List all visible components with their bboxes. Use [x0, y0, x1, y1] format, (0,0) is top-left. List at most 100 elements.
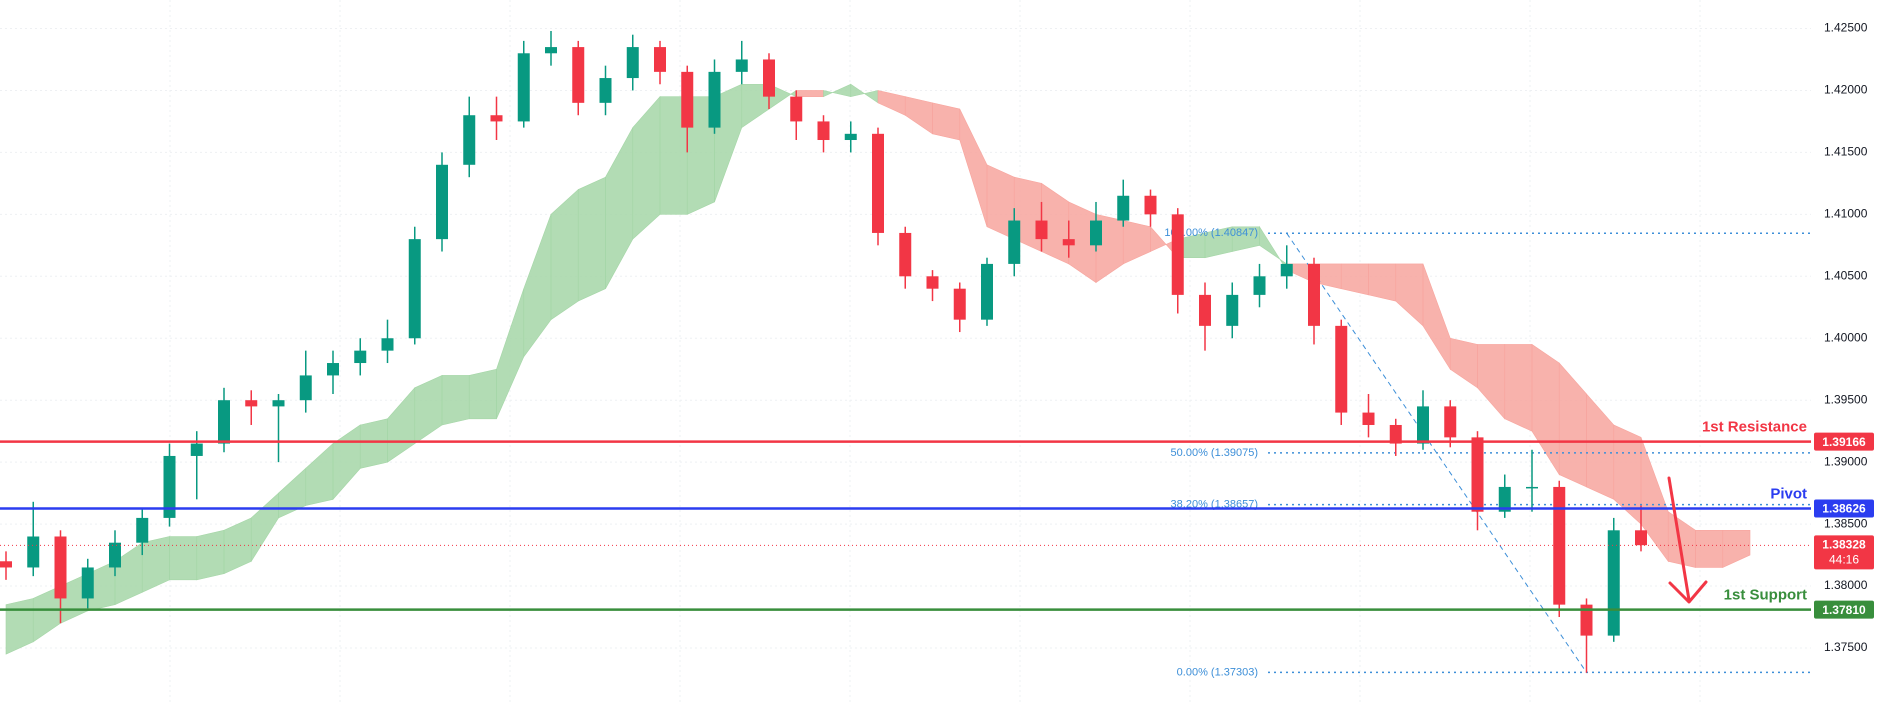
- candle-body: [1008, 220, 1021, 264]
- candle-body: [1580, 604, 1593, 636]
- candle-body: [735, 59, 748, 72]
- cloud-segment: [1695, 529, 1724, 568]
- level-price-tag: [1814, 432, 1874, 451]
- y-tick-label: 1.41500: [1824, 145, 1868, 159]
- candle-body: [381, 338, 394, 351]
- candle-body: [545, 47, 557, 54]
- y-tick-label: 1.37500: [1824, 640, 1868, 654]
- level-price-tag: [1814, 499, 1874, 518]
- candle-body: [708, 71, 721, 128]
- candle-body: [436, 164, 448, 240]
- fib-level-label: 50.00% (1.39075): [1171, 447, 1258, 459]
- cloud-segment: [1368, 263, 1397, 302]
- candle-body: [1389, 424, 1402, 444]
- candle-body: [1308, 263, 1320, 326]
- candle-body: [654, 47, 666, 72]
- y-tick-label: 1.42000: [1824, 83, 1868, 97]
- candle-body: [109, 542, 121, 568]
- y-tick-label: 1.40500: [1824, 268, 1868, 282]
- candle-body: [1062, 239, 1075, 246]
- candle-body: [1553, 486, 1566, 605]
- candle-body: [1417, 406, 1429, 444]
- cloud-segment: [1722, 529, 1751, 568]
- level-price-label: 1.37810: [1822, 603, 1866, 617]
- arrow-head: [1668, 580, 1708, 604]
- candle-body: [626, 47, 639, 79]
- candle-body: [1526, 486, 1538, 489]
- candle-body: [1362, 412, 1375, 425]
- candle-body: [1280, 263, 1293, 277]
- candle-body: [490, 115, 503, 122]
- candle-body: [27, 536, 40, 568]
- ichimoku-cloud: [5, 83, 1751, 655]
- candle-body: [163, 455, 176, 518]
- candle-body: [1335, 325, 1348, 413]
- candle-body: [136, 517, 149, 543]
- cloud-segment: [795, 90, 824, 97]
- candle-body: [899, 232, 912, 277]
- candle-body: [981, 263, 993, 320]
- candle-body: [1171, 214, 1184, 295]
- cloud-segment: [196, 529, 225, 581]
- candle-body: [926, 276, 939, 289]
- candle-body: [245, 400, 258, 407]
- y-tick-label: 1.40000: [1824, 330, 1868, 344]
- y-tick-label: 1.41000: [1824, 207, 1868, 221]
- level-price-label: 1.39166: [1822, 435, 1866, 449]
- candle-body: [763, 59, 775, 97]
- fib-level-label: 100.00% (1.40847): [1164, 227, 1258, 239]
- cloud-segment: [1504, 344, 1533, 432]
- projection-arrow: [1667, 476, 1708, 604]
- candle-body: [599, 78, 612, 103]
- candle-body: [218, 400, 230, 444]
- candle-body: [1253, 276, 1266, 295]
- candle-body: [681, 71, 694, 128]
- current-price-label: 1.38328: [1822, 538, 1866, 552]
- level-price-label: 1.38626: [1822, 502, 1866, 516]
- level-name: 1st Resistance: [1702, 419, 1807, 436]
- candle-body: [272, 400, 285, 407]
- candle-body: [572, 47, 585, 103]
- level-price-tag: [1814, 600, 1874, 619]
- candle-body: [299, 375, 312, 401]
- candle-body: [1635, 530, 1647, 546]
- countdown-label: 44:16: [1829, 553, 1859, 567]
- candle-body: [81, 567, 94, 599]
- candle-body: [327, 363, 339, 376]
- cloud-segment: [468, 368, 497, 420]
- candle-body: [0, 561, 12, 568]
- cloud-segment: [577, 176, 606, 302]
- y-tick-label: 1.42500: [1824, 21, 1868, 35]
- current-price-tag: [1814, 535, 1874, 570]
- cloud-segment: [441, 375, 470, 426]
- cloud-segment: [169, 536, 198, 581]
- candle-body: [1090, 220, 1102, 246]
- candle-body: [953, 288, 966, 320]
- level-name: 1st Support: [1724, 587, 1807, 604]
- y-tick-label: 1.39500: [1824, 392, 1868, 406]
- candle-body: [1199, 294, 1211, 326]
- y-tick-label: 1.39000: [1824, 454, 1868, 468]
- y-tick-label: 1.38500: [1824, 516, 1868, 530]
- candle-body: [54, 536, 67, 599]
- candle-body: [1444, 406, 1457, 438]
- candle-body: [1035, 220, 1048, 240]
- candle-body: [1471, 437, 1484, 512]
- candles: [0, 30, 1647, 673]
- arrow-shaft: [1667, 476, 1691, 602]
- candle-body: [1607, 530, 1620, 636]
- fibonacci: 100.00% (1.40847)50.00% (1.39075)38.20% …: [1164, 227, 1811, 678]
- cloud-segment: [359, 418, 388, 469]
- cloud-segment: [932, 102, 961, 141]
- candle-body: [844, 133, 857, 141]
- candle-body: [1144, 195, 1157, 215]
- candle-body: [190, 443, 203, 456]
- candle-body: [463, 115, 476, 165]
- candle-body: [872, 133, 884, 233]
- candle-body: [517, 53, 530, 122]
- level-name: Pivot: [1770, 485, 1807, 502]
- candle-body: [1498, 486, 1511, 512]
- candle-body: [817, 121, 830, 141]
